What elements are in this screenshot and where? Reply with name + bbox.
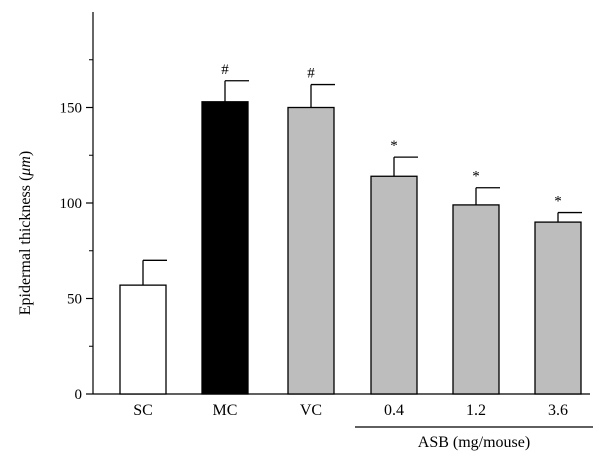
- chart-labels: SC # MC # VC * 0.4 * 1.2 * 3.6 ASB (mg/mouse): [133, 62, 593, 451]
- bar-1.2: [452, 204, 500, 395]
- bar-VC: [287, 106, 335, 395]
- y-tick-label: 100: [60, 196, 83, 212]
- y-axis-label: Epidermal thickness (μm): [17, 151, 34, 315]
- y-tick-label: 150: [60, 101, 83, 117]
- x-tick-label: VC: [300, 402, 322, 419]
- x-tick-label: SC: [133, 402, 153, 419]
- y-tick-label: 50: [67, 292, 82, 308]
- y-axis-label-text: Epidermal thickness (: [17, 176, 34, 316]
- x-tick-label: 3.6: [548, 402, 568, 419]
- y-axis-label-unit: μm: [17, 156, 34, 177]
- bar-3.6: [534, 221, 582, 395]
- bar-MC: [201, 101, 249, 395]
- group-label: ASB (mg/mouse): [418, 434, 530, 451]
- chart-axes: 0 50 100 150: [60, 12, 590, 403]
- x-tick-label: 0.4: [384, 402, 404, 419]
- significance-marker: #: [221, 62, 229, 78]
- significance-marker: *: [390, 138, 398, 154]
- chart-bars: [119, 80, 582, 395]
- x-tick-label: 1.2: [466, 402, 486, 419]
- y-tick-label: 0: [75, 387, 83, 403]
- y-axis-label-close: ): [17, 151, 34, 156]
- bar-0.4: [370, 175, 418, 395]
- bar-SC: [119, 284, 167, 395]
- significance-marker: *: [472, 169, 480, 185]
- significance-marker: *: [554, 194, 562, 210]
- significance-marker: #: [307, 66, 315, 82]
- x-tick-label: MC: [213, 402, 238, 419]
